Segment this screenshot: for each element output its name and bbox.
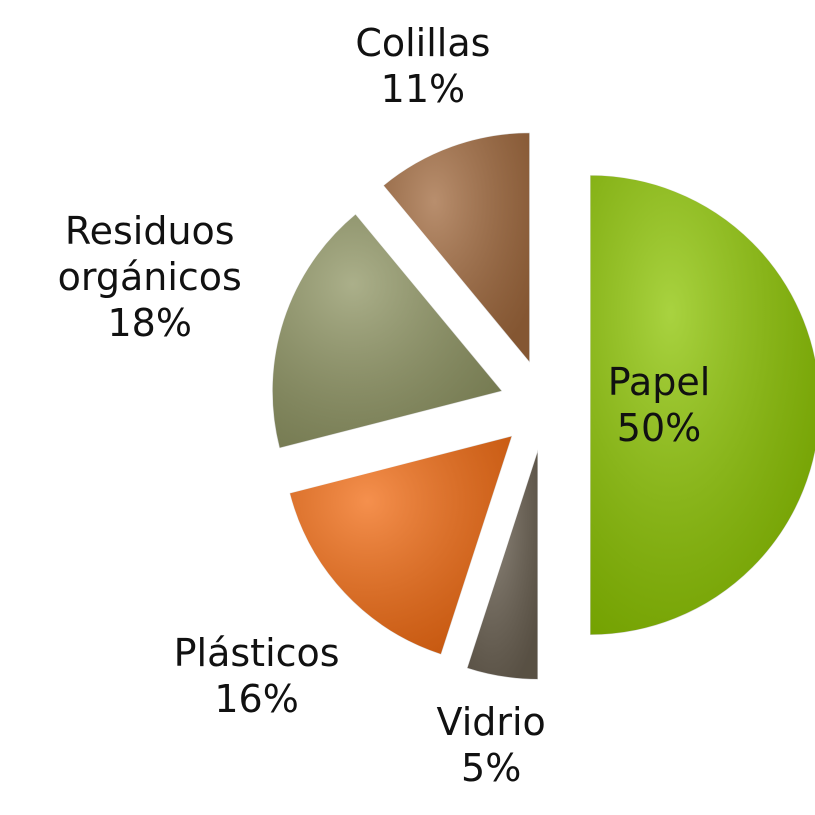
value-label: 5% xyxy=(461,745,522,790)
value-label: 18% xyxy=(107,300,192,345)
category-label: Plásticos xyxy=(173,630,340,675)
value-label: 11% xyxy=(380,66,466,111)
pie-slice xyxy=(288,435,513,656)
data-label: Residuos orgánicos 18% xyxy=(25,208,275,346)
data-label: Papel 50% xyxy=(534,359,784,451)
category-label: Residuos orgánicos xyxy=(57,208,242,299)
data-label: Colillas 11% xyxy=(298,20,548,112)
category-label: Colillas xyxy=(355,20,491,65)
value-label: 50% xyxy=(616,406,702,450)
data-label: Vidrio 5% xyxy=(366,699,616,791)
category-label: Papel xyxy=(607,360,711,404)
category-label: Vidrio xyxy=(436,699,546,744)
value-label: 16% xyxy=(214,676,299,721)
data-label: Plásticos 16% xyxy=(132,630,382,722)
